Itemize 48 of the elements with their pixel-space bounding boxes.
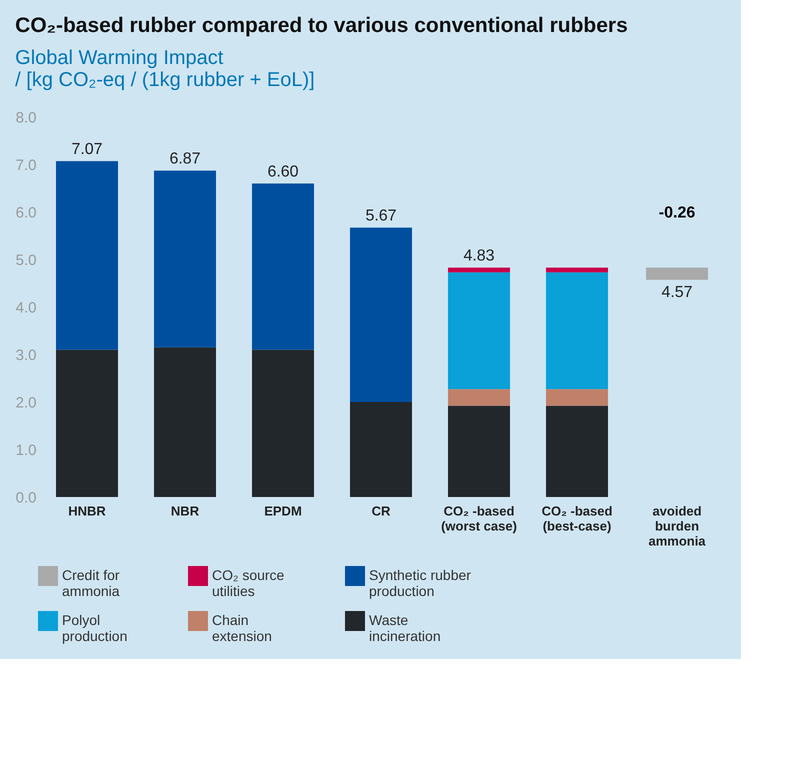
- legend-label: Chain extension: [212, 612, 272, 644]
- y-tick-label: 3.0: [16, 347, 36, 364]
- bar: [448, 272, 510, 390]
- legend-label: CO₂ source utilities: [212, 567, 285, 599]
- x-tick-label: NBR: [170, 504, 200, 518]
- y-tick-label: 7.0: [16, 157, 36, 174]
- x-tick-label: EPDM: [264, 504, 302, 518]
- legend-label: Credit for ammonia: [62, 567, 120, 599]
- bar: [448, 389, 510, 406]
- chart-title: CO₂-based rubber compared to various conventional rubbers: [15, 14, 628, 37]
- total-label: 7.07: [71, 141, 103, 158]
- x-tick-label: CR: [372, 504, 391, 518]
- y-tick-label: 5.0: [16, 252, 36, 269]
- total-label: 6.87: [169, 150, 201, 168]
- y-tick-label: 0.0: [16, 490, 36, 506]
- bar: [154, 347, 216, 497]
- bar: [350, 228, 412, 402]
- y-tick-label: 1.0: [16, 442, 36, 459]
- bar: [546, 406, 608, 497]
- x-tick-label: avoided burden ammonia: [648, 504, 706, 548]
- chart-subtitle: Global Warming Impact: [15, 47, 224, 69]
- bar: [448, 406, 510, 497]
- legend-label: Polyol production: [62, 612, 128, 644]
- x-tick-label: CO₂ -based (best-case): [542, 504, 612, 534]
- annotation: 4.57: [661, 284, 693, 301]
- bar: [546, 389, 608, 406]
- bar: [546, 268, 608, 272]
- bar: [56, 161, 118, 350]
- bar: [350, 402, 412, 497]
- bar: [56, 350, 118, 497]
- bar: [252, 184, 314, 350]
- total-label: 5.67: [365, 208, 397, 225]
- total-label: 6.60: [267, 164, 299, 180]
- x-tick-label: HNBR: [68, 504, 106, 518]
- y-axis-title: / [kg CO₂-eq / (1kg rubber + EoL)]: [15, 69, 315, 91]
- bar: [448, 268, 510, 272]
- total-label: 4.83: [463, 248, 495, 265]
- y-tick-label: 6.0: [16, 204, 36, 222]
- y-tick-label: 2.0: [16, 394, 36, 412]
- bar: [252, 350, 314, 497]
- legend-label: Waste incineration: [369, 612, 441, 644]
- data-label: -0.26: [658, 204, 696, 222]
- y-tick-label: 8.0: [16, 110, 36, 126]
- bar: [154, 170, 216, 348]
- x-tick-label: CO₂ -based (worst case): [441, 504, 517, 534]
- y-tick-label: 4.0: [16, 300, 36, 316]
- legend-label: Synthetic rubber production: [369, 567, 472, 599]
- bar: [546, 272, 608, 390]
